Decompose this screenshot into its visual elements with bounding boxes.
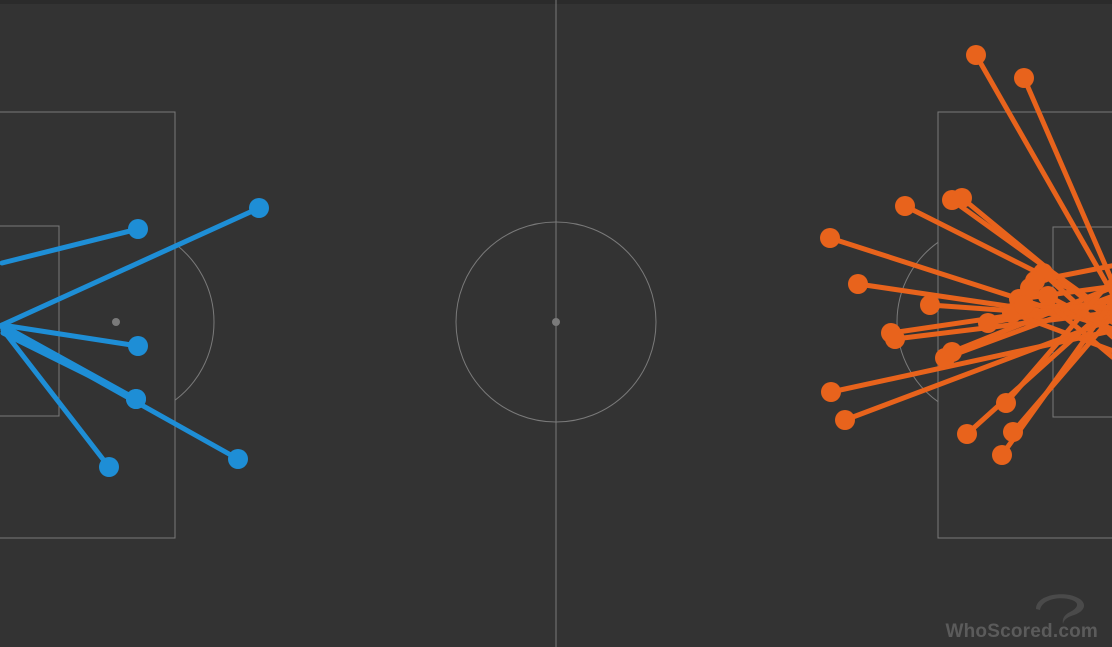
shot-marker — [1014, 68, 1034, 88]
shot-line — [964, 300, 1112, 437]
shot-marker — [935, 348, 955, 368]
shot-line — [1016, 284, 1112, 302]
shot-marker — [952, 188, 972, 208]
shot-marker — [895, 196, 915, 216]
shot-marker — [1003, 422, 1023, 442]
shot-marker — [821, 382, 841, 402]
shot-marker — [228, 449, 248, 469]
shot-marker — [920, 295, 940, 315]
shot-marker — [99, 457, 119, 477]
shot-lines-layer — [0, 52, 1112, 470]
left-penalty-arc — [174, 243, 215, 401]
center-circle — [455, 221, 657, 423]
shot-marker — [848, 274, 868, 294]
left-penalty-area — [0, 111, 176, 539]
shot-marker — [966, 45, 986, 65]
shot-marker — [978, 313, 998, 333]
shot-line — [0, 226, 141, 266]
shot-line — [0, 205, 262, 328]
shot-dots-layer — [99, 45, 1058, 477]
shot-marker — [126, 389, 146, 409]
shot-line — [1021, 75, 1112, 288]
shot-line — [1045, 293, 1112, 333]
shot-marker — [128, 336, 148, 356]
shot-marker — [128, 219, 148, 239]
shot-line — [0, 330, 139, 402]
right-penalty-arc — [896, 241, 939, 403]
shot-line — [973, 52, 1112, 299]
shot-line — [0, 322, 141, 349]
center-spot — [552, 318, 560, 326]
shot-line — [1021, 302, 1112, 311]
shot-marker — [996, 393, 1016, 413]
shot-marker — [835, 410, 855, 430]
shot-line — [0, 327, 112, 470]
shot-marker — [992, 445, 1012, 465]
shot-marker — [820, 228, 840, 248]
shot-marker — [1038, 286, 1058, 306]
shot-marker — [1014, 295, 1034, 315]
left-penalty-spot — [112, 318, 120, 326]
shot-marker — [885, 329, 905, 349]
shot-marker — [957, 424, 977, 444]
shot-marker — [1025, 271, 1045, 291]
shot-marker — [249, 198, 269, 218]
left-six-yard-box — [0, 225, 60, 417]
